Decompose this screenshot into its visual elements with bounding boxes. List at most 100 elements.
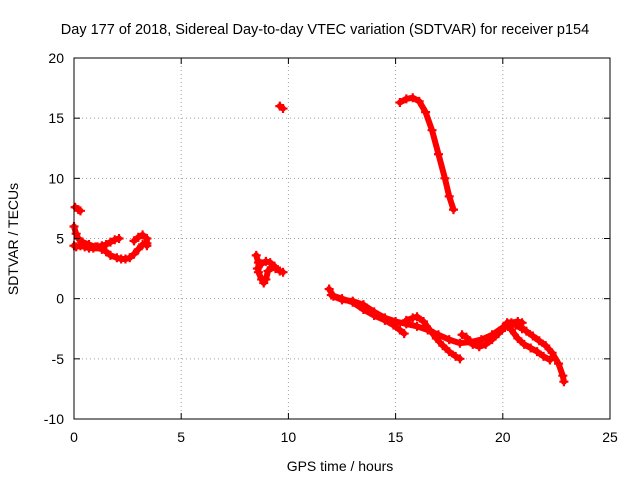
data-point <box>278 267 288 277</box>
data-track <box>252 256 279 274</box>
data-point <box>559 377 569 387</box>
data-point <box>444 191 454 201</box>
data-point <box>412 321 422 331</box>
data-point <box>252 264 262 274</box>
data-point <box>401 94 411 104</box>
y-tick-label: 0 <box>56 291 64 307</box>
data-point <box>414 96 424 106</box>
data-point <box>519 339 529 349</box>
y-tick-label: 15 <box>48 110 64 126</box>
x-tick-label: 5 <box>177 429 185 445</box>
data-point <box>440 173 450 183</box>
x-tick-label: 15 <box>388 429 404 445</box>
data-point <box>444 347 454 357</box>
data-point <box>541 341 551 351</box>
data-point <box>494 329 504 339</box>
data-track <box>401 312 465 364</box>
data-point <box>261 274 271 284</box>
data-point <box>515 321 525 331</box>
x-axis-label: GPS time / hours <box>287 458 394 474</box>
data-series <box>69 93 569 387</box>
data-point <box>105 250 115 260</box>
data-point <box>526 343 536 353</box>
data-point <box>431 333 441 343</box>
data-point <box>395 98 405 108</box>
data-point <box>80 242 90 252</box>
data-point <box>326 290 336 300</box>
data-point <box>427 125 437 135</box>
data-point <box>337 294 347 304</box>
data-track <box>502 318 555 365</box>
x-tick-label: 10 <box>281 429 297 445</box>
data-point <box>380 315 390 325</box>
data-point <box>401 315 411 325</box>
data-point <box>418 317 428 327</box>
data-point <box>133 244 143 254</box>
data-point <box>388 320 398 330</box>
data-point <box>97 241 107 251</box>
axis-ticks <box>73 57 611 420</box>
data-track <box>395 93 458 215</box>
series-sdtvar <box>69 93 569 387</box>
x-tick-label: 0 <box>70 429 78 445</box>
data-point <box>110 235 120 245</box>
grid-lines <box>74 58 610 419</box>
data-point <box>468 339 478 349</box>
data-point <box>455 354 465 364</box>
data-point <box>408 313 418 323</box>
data-point <box>399 329 409 339</box>
data-point <box>261 256 271 266</box>
data-point <box>348 297 358 307</box>
data-point <box>539 351 549 361</box>
data-point <box>474 342 484 352</box>
x-tick-label: 20 <box>495 429 511 445</box>
y-tick-label: 20 <box>48 50 64 66</box>
data-point <box>513 333 523 343</box>
y-tick-label: 10 <box>48 170 64 186</box>
data-point <box>75 206 85 216</box>
data-point <box>455 338 465 348</box>
data-point <box>487 335 497 345</box>
data-point <box>75 241 85 251</box>
data-point <box>534 336 544 346</box>
y-tick-label: 5 <box>56 231 64 247</box>
data-point <box>502 318 512 328</box>
axis-tick-labels: 0 5 10 15 20 25 -10 -5 0 5 10 15 20 <box>44 50 618 445</box>
data-point <box>425 325 435 335</box>
data-track <box>515 321 569 387</box>
data-point <box>142 241 152 251</box>
data-point <box>528 331 538 341</box>
data-point <box>433 149 443 159</box>
data-point <box>521 326 531 336</box>
x-tick-label: 25 <box>602 429 618 445</box>
data-point <box>112 253 122 263</box>
data-point <box>88 243 98 253</box>
data-point <box>71 229 81 239</box>
data-point <box>448 205 458 215</box>
data-point <box>93 242 103 252</box>
data-point <box>278 104 288 114</box>
data-point <box>129 249 139 259</box>
data-point <box>412 312 422 322</box>
data-point <box>461 332 471 342</box>
data-point <box>547 348 557 358</box>
data-track <box>326 290 409 339</box>
data-point <box>444 335 454 345</box>
data-point <box>71 242 81 252</box>
data-point <box>358 304 368 314</box>
data-point <box>554 359 564 369</box>
data-point <box>481 339 491 349</box>
y-tick-label: -5 <box>52 351 65 367</box>
data-point <box>114 234 124 243</box>
data-point <box>438 341 448 351</box>
chart-title: Day 177 of 2018, Sidereal Day-to-day VTE… <box>61 22 589 38</box>
data-track <box>275 101 288 114</box>
data-point <box>269 261 279 271</box>
data-point <box>324 284 334 294</box>
data-track <box>70 202 85 216</box>
data-point <box>408 93 418 103</box>
data-point <box>532 347 542 357</box>
data-point <box>506 325 516 335</box>
